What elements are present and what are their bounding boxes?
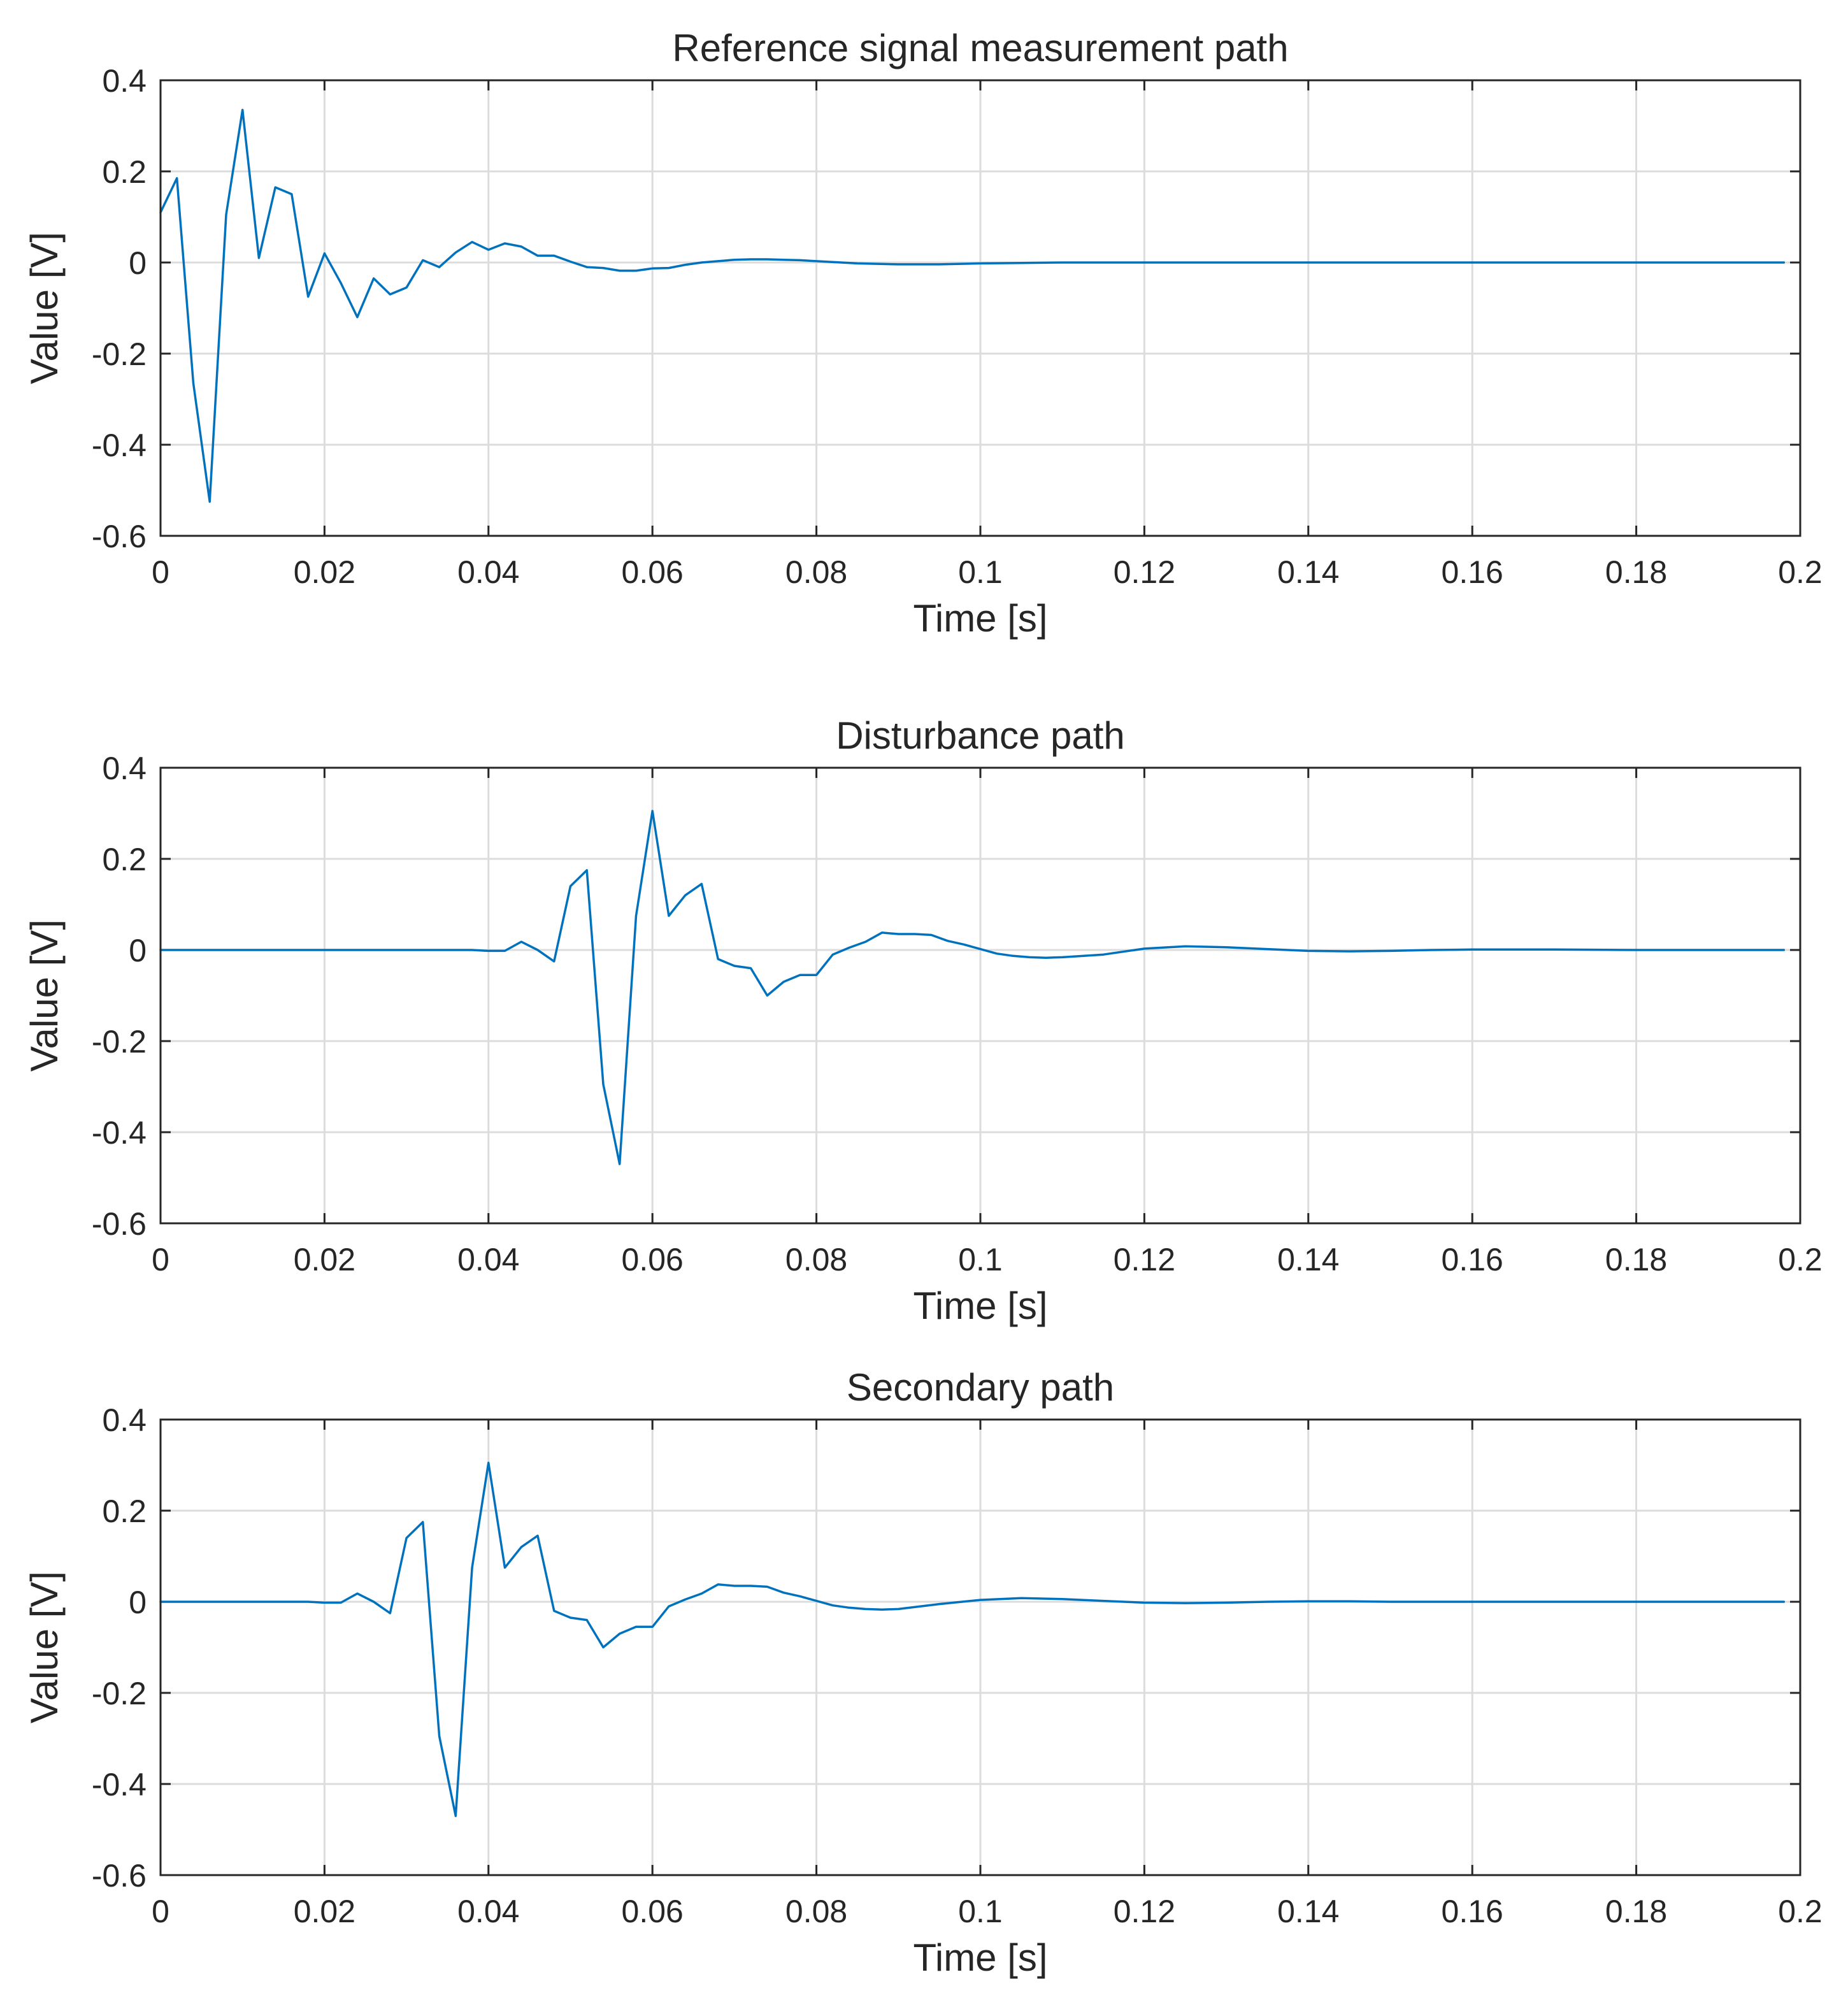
- subplot-2-x-tick-label: 0.08: [785, 1242, 847, 1277]
- subplot-1-y-tick-label: 0.4: [102, 63, 147, 99]
- subplot-3-y-tick-label: -0.6: [92, 1858, 147, 1894]
- subplot-2-x-tick-label: 0.12: [1114, 1242, 1175, 1277]
- subplot-2-series-line: [159, 810, 1786, 1165]
- subplot-3-y-tick-label: 0: [129, 1585, 147, 1620]
- subplot-3-x-tick-label: 0.18: [1605, 1894, 1667, 1929]
- subplot-1-y-axis-label: Value [V]: [23, 232, 66, 384]
- subplot-3-x-tick-label: 0.08: [785, 1894, 847, 1929]
- subplot-2-x-tick-label: 0.06: [622, 1242, 684, 1277]
- subplot-3-x-tick-label: 0.02: [294, 1894, 355, 1929]
- subplot-1-x-tick-label: 0.08: [785, 554, 847, 590]
- subplot-1-x-tick-label: 0.2: [1778, 554, 1823, 590]
- subplot-3-x-axis-label: Time [s]: [913, 1936, 1047, 1979]
- subplot-1-y-tick-label: -0.6: [92, 519, 147, 554]
- subplot-2-x-tick-label: 0.2: [1778, 1242, 1823, 1277]
- subplot-1-x-tick-label: 0.06: [622, 554, 684, 590]
- subplot-2-x-tick-label: 0.1: [958, 1242, 1003, 1277]
- subplot-2-y-tick-label: -0.4: [92, 1115, 147, 1151]
- subplot-1-y-tick-label: 0.2: [102, 154, 147, 190]
- subplot-3-x-tick-label: 0.16: [1442, 1894, 1503, 1929]
- subplot-3-y-tick-label: -0.4: [92, 1767, 147, 1802]
- subplot-2: 0 0.02 0.04 0.06 0.08 0.1 0.12 0.14 0.16 0.18 0.2 0…: [23, 714, 1823, 1327]
- subplot-2-x-tick-label: 0.02: [294, 1242, 355, 1277]
- subplot-2-y-tick-label: -0.6: [92, 1206, 147, 1242]
- subplot-1-x-tick-label: 0.12: [1114, 554, 1175, 590]
- subplot-3-x-tick-label: 0.04: [457, 1894, 519, 1929]
- subplot-3-y-tick-label: 0.4: [102, 1402, 147, 1438]
- subplot-2-y-tick-label: -0.2: [92, 1024, 147, 1060]
- subplot-3-title: Secondary path: [847, 1366, 1114, 1409]
- subplot-1-x-tick-label: 0.04: [457, 554, 519, 590]
- subplot-2-y-axis-label: Value [V]: [23, 919, 66, 1072]
- subplot-1-y-tick-label: 0: [129, 245, 147, 281]
- subplot-1-x-tick-label: 0: [152, 554, 169, 590]
- subplot-2-y-tick-label: 0.2: [102, 842, 147, 877]
- subplot-3: 0 0.02 0.04 0.06 0.08 0.1 0.12 0.14 0.16 0.18 0.2 0…: [23, 1366, 1823, 1979]
- subplot-3-x-tick-label: 0.12: [1114, 1894, 1175, 1929]
- subplot-1-y-tick-label: -0.2: [92, 336, 147, 372]
- subplot-1-x-tick-label: 0.16: [1442, 554, 1503, 590]
- subplot-2-x-tick-label: 0: [152, 1242, 169, 1277]
- subplot-2-y-tick-label: 0.4: [102, 751, 147, 786]
- subplot-3-series-line: [159, 1462, 1786, 1817]
- subplot-2-axes-box: [159, 766, 1801, 1225]
- subplot-3-y-axis-label: Value [V]: [23, 1571, 66, 1723]
- subplot-3-y-tick-label: 0.2: [102, 1493, 147, 1529]
- subplot-1-series-line: [159, 108, 1786, 503]
- subplot-2-x-tick-label: 0.04: [457, 1242, 519, 1277]
- subplot-2-y-tick-label: 0: [129, 933, 147, 968]
- subplot-1-x-tick-label: 0.02: [294, 554, 355, 590]
- subplot-2-x-axis-label: Time [s]: [913, 1284, 1047, 1327]
- subplot-3-x-tick-label: 0.06: [622, 1894, 684, 1929]
- subplot-3-x-tick-label: 0: [152, 1894, 169, 1929]
- subplot-3-y-tick-label: -0.2: [92, 1676, 147, 1711]
- subplot-1-x-axis-label: Time [s]: [913, 597, 1047, 640]
- subplot-1-y-tick-label: -0.4: [92, 428, 147, 463]
- subplot-1-x-tick-label: 0.18: [1605, 554, 1667, 590]
- subplot-3-axes-box: [159, 1418, 1801, 1876]
- subplot-2-title: Disturbance path: [836, 714, 1125, 757]
- subplot-3-x-tick-label: 0.1: [958, 1894, 1003, 1929]
- subplot-1-x-tick-label: 0.14: [1277, 554, 1339, 590]
- subplot-3-x-tick-label: 0.2: [1778, 1894, 1823, 1929]
- subplot-3-x-tick-label: 0.14: [1277, 1894, 1339, 1929]
- subplot-1-axes-box: [159, 79, 1801, 537]
- subplot-1-title: Reference signal measurement path: [672, 27, 1288, 69]
- subplot-2-x-tick-label: 0.16: [1442, 1242, 1503, 1277]
- subplot-2-x-tick-label: 0.18: [1605, 1242, 1667, 1277]
- subplot-1: 0 0.02 0.04 0.06 0.08 0.1 0.12 0.14 0.16 0.18 0.2 0…: [23, 27, 1823, 640]
- subplot-1-x-tick-label: 0.1: [958, 554, 1003, 590]
- subplot-2-x-tick-label: 0.14: [1277, 1242, 1339, 1277]
